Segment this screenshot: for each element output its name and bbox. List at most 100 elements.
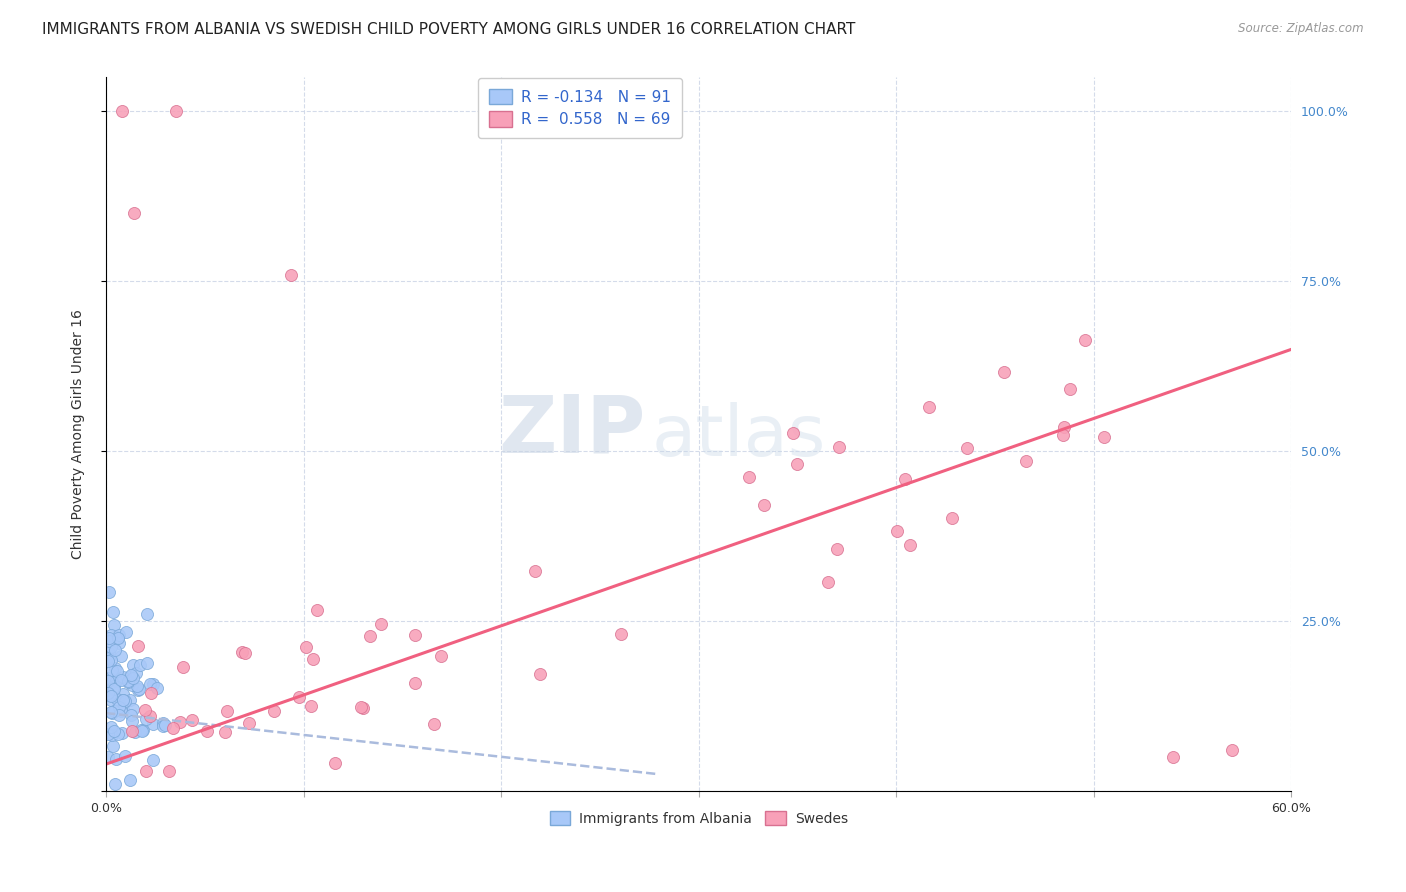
Point xyxy=(782,426,804,441)
Point xyxy=(122,657,145,672)
Point xyxy=(1074,333,1097,347)
Point xyxy=(127,639,149,653)
Point xyxy=(423,716,446,731)
Point xyxy=(97,727,120,741)
Point xyxy=(142,677,165,691)
Point xyxy=(139,686,162,700)
Point xyxy=(280,268,302,282)
Point xyxy=(101,675,124,690)
Point xyxy=(1015,453,1038,467)
Point xyxy=(120,693,142,707)
Point xyxy=(165,104,187,119)
Point xyxy=(100,720,122,734)
Point xyxy=(827,441,849,455)
Point xyxy=(301,651,323,665)
Point xyxy=(918,400,941,414)
Point xyxy=(352,700,374,714)
Point xyxy=(118,670,141,684)
Point xyxy=(107,727,129,741)
Point xyxy=(195,723,218,738)
Point xyxy=(136,607,159,621)
Point xyxy=(128,657,150,672)
Point xyxy=(529,666,551,681)
Point xyxy=(107,708,129,723)
Point xyxy=(97,646,120,660)
Point xyxy=(105,630,128,644)
Point xyxy=(105,664,128,678)
Point xyxy=(180,713,202,727)
Point xyxy=(370,617,392,632)
Point xyxy=(97,649,120,664)
Point xyxy=(104,642,127,657)
Point xyxy=(112,687,135,701)
Point xyxy=(404,628,426,642)
Point xyxy=(124,724,146,739)
Point xyxy=(127,679,149,693)
Point xyxy=(142,753,165,767)
Point xyxy=(97,674,120,689)
Point xyxy=(295,640,318,654)
Point xyxy=(105,752,128,766)
Point xyxy=(98,688,121,702)
Point xyxy=(103,681,125,696)
Point xyxy=(894,472,917,486)
Point xyxy=(105,692,128,706)
Point xyxy=(1052,428,1074,442)
Point xyxy=(114,693,136,707)
Point xyxy=(120,668,142,682)
Point xyxy=(111,726,134,740)
Point xyxy=(139,677,162,691)
Point xyxy=(307,603,329,617)
Point xyxy=(135,764,157,778)
Point xyxy=(101,706,124,721)
Text: Source: ZipAtlas.com: Source: ZipAtlas.com xyxy=(1239,22,1364,36)
Point xyxy=(1092,430,1115,444)
Point xyxy=(117,674,139,689)
Point xyxy=(299,698,322,713)
Point xyxy=(97,686,120,700)
Point xyxy=(100,689,122,703)
Point xyxy=(121,723,143,738)
Point xyxy=(108,636,131,650)
Point xyxy=(124,206,146,220)
Point xyxy=(100,663,122,677)
Point xyxy=(142,717,165,731)
Point xyxy=(524,565,547,579)
Point xyxy=(900,538,922,552)
Point xyxy=(104,661,127,675)
Point xyxy=(235,646,257,660)
Point xyxy=(110,648,132,663)
Point xyxy=(1220,743,1243,757)
Point xyxy=(104,777,127,791)
Point xyxy=(1161,750,1184,764)
Point xyxy=(101,728,124,742)
Point xyxy=(114,749,136,764)
Point xyxy=(121,702,143,716)
Point xyxy=(134,703,156,717)
Point xyxy=(131,723,153,737)
Point xyxy=(231,645,253,659)
Point xyxy=(110,104,132,119)
Point xyxy=(98,585,121,599)
Y-axis label: Child Poverty Among Girls Under 16: Child Poverty Among Girls Under 16 xyxy=(72,310,86,559)
Text: IMMIGRANTS FROM ALBANIA VS SWEDISH CHILD POVERTY AMONG GIRLS UNDER 16 CORRELATIO: IMMIGRANTS FROM ALBANIA VS SWEDISH CHILD… xyxy=(42,22,856,37)
Point xyxy=(131,723,153,738)
Point xyxy=(100,640,122,654)
Point xyxy=(1053,419,1076,434)
Point xyxy=(97,632,120,646)
Point xyxy=(153,718,176,732)
Point xyxy=(152,716,174,731)
Point xyxy=(956,442,979,456)
Point xyxy=(152,719,174,733)
Point xyxy=(108,700,131,714)
Point xyxy=(97,654,120,668)
Point xyxy=(121,714,143,729)
Point xyxy=(112,702,135,716)
Point xyxy=(136,656,159,670)
Point xyxy=(145,681,167,695)
Point xyxy=(100,653,122,667)
Point xyxy=(108,628,131,642)
Point xyxy=(169,715,191,730)
Point xyxy=(404,676,426,690)
Point xyxy=(98,650,121,665)
